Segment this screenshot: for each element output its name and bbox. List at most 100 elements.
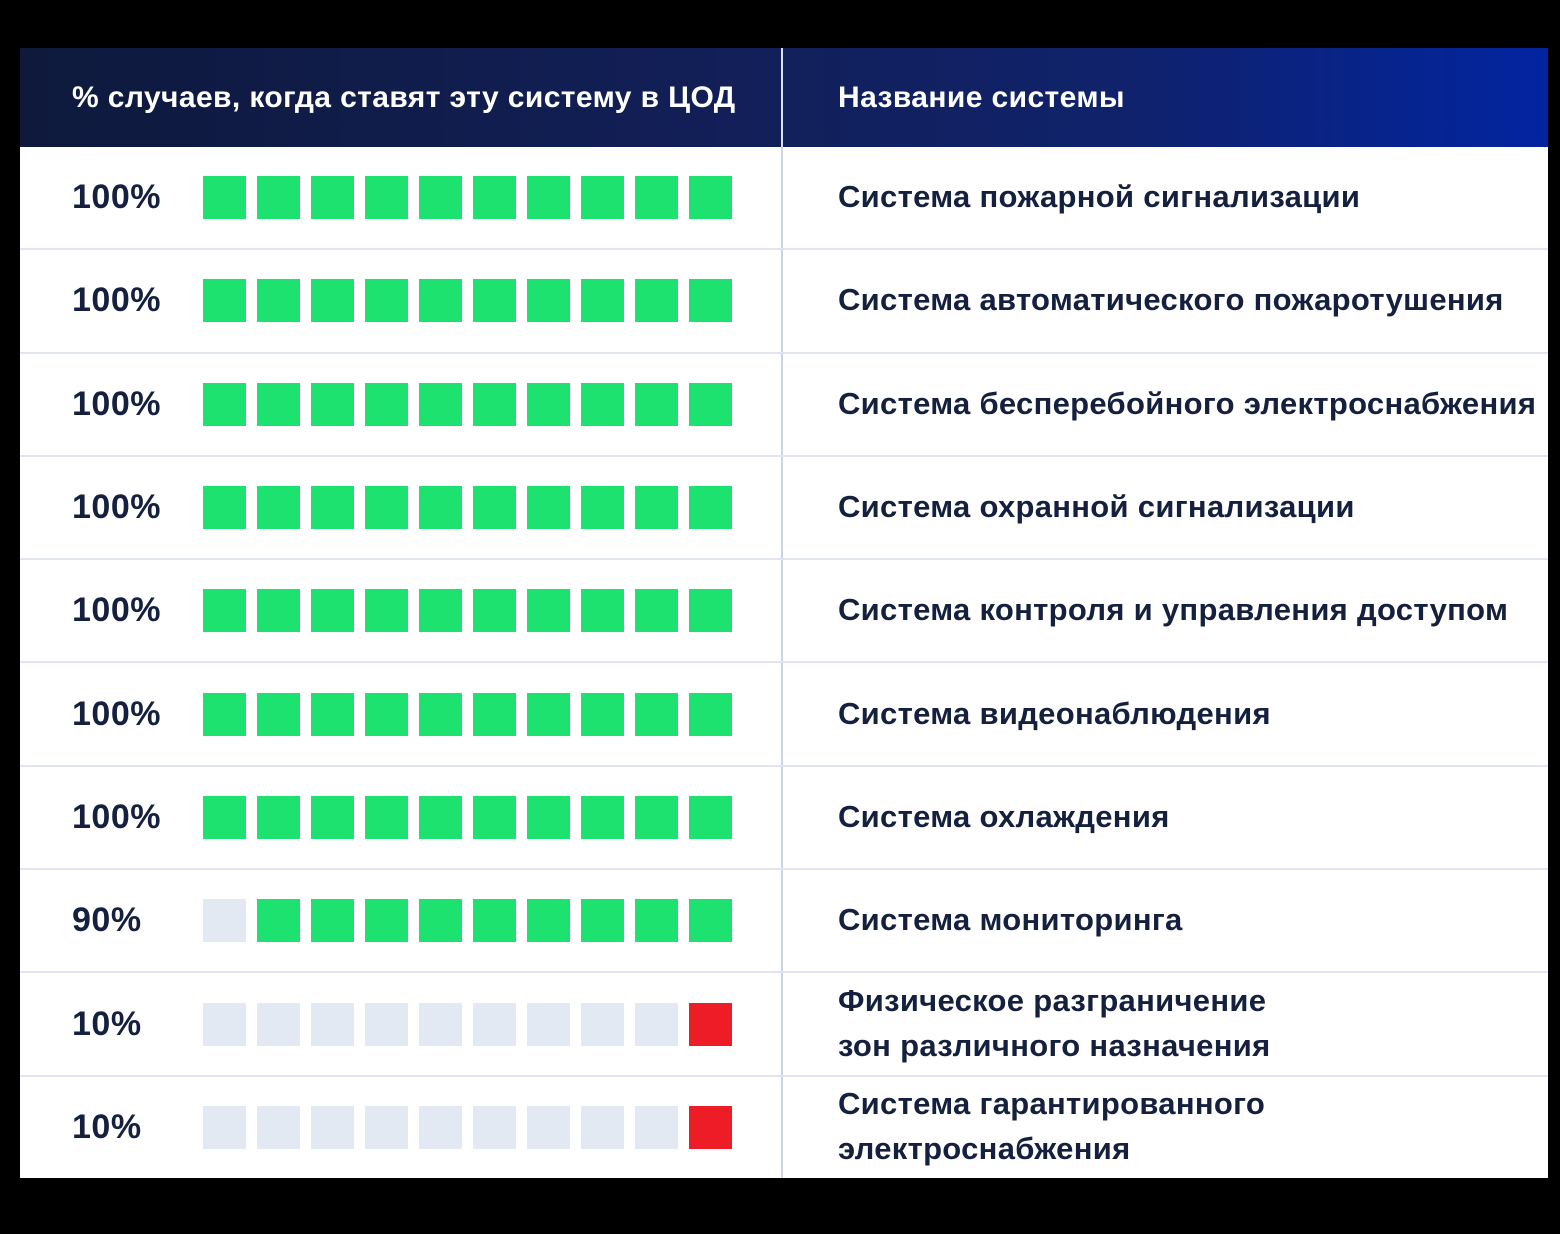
waffle-square bbox=[419, 692, 462, 736]
waffle-square bbox=[203, 1002, 246, 1046]
waffle-square bbox=[419, 486, 462, 530]
percent-value: 100% bbox=[72, 178, 161, 217]
percent-value: 100% bbox=[72, 488, 161, 527]
system-name-label: Система пожарной сигнализации bbox=[838, 179, 1361, 215]
table-row: 100% Система видеонаблюдения bbox=[20, 663, 1548, 767]
system-name-label: Система бесперебойного электроснабжения bbox=[838, 385, 1537, 421]
system-name-label: Система гарантированного электроснабжени… bbox=[838, 1086, 1266, 1167]
waffle-square bbox=[581, 279, 624, 323]
percent-value: 100% bbox=[72, 281, 161, 320]
percent-value: 100% bbox=[72, 797, 161, 836]
waffle-square bbox=[473, 486, 516, 530]
waffle-square bbox=[365, 1002, 408, 1046]
header-system-name-label: Название системы bbox=[838, 80, 1125, 114]
header-cell-percent: % случаев, когда ставят эту систему в ЦО… bbox=[20, 48, 783, 147]
waffle-square bbox=[257, 486, 300, 530]
system-name-cell: Физическое разграничение зон различного … bbox=[783, 973, 1548, 1074]
waffle-square bbox=[635, 176, 678, 220]
system-name-cell: Система охлаждения bbox=[783, 767, 1548, 868]
waffle-square bbox=[635, 589, 678, 633]
percent-value: 100% bbox=[72, 384, 161, 423]
percent-value: 100% bbox=[72, 591, 161, 630]
waffle-square bbox=[581, 692, 624, 736]
waffle-square bbox=[473, 279, 516, 323]
waffle-squares bbox=[203, 1105, 732, 1149]
percent-cell: 100% bbox=[20, 353, 783, 455]
waffle-square bbox=[581, 176, 624, 220]
waffle-square bbox=[365, 899, 408, 943]
waffle-squares bbox=[203, 382, 732, 426]
waffle-square bbox=[581, 795, 624, 839]
waffle-square bbox=[311, 176, 354, 220]
waffle-square bbox=[689, 176, 732, 220]
waffle-square bbox=[581, 899, 624, 943]
header-cell-system-name: Название системы bbox=[783, 48, 1548, 147]
waffle-square bbox=[581, 486, 624, 530]
waffle-square bbox=[203, 589, 246, 633]
waffle-square bbox=[473, 382, 516, 426]
waffle-square bbox=[257, 589, 300, 633]
waffle-squares bbox=[203, 1002, 732, 1046]
waffle-square bbox=[203, 899, 246, 943]
waffle-square bbox=[365, 382, 408, 426]
waffle-square bbox=[635, 899, 678, 943]
waffle-square bbox=[419, 279, 462, 323]
waffle-square bbox=[311, 1002, 354, 1046]
waffle-square bbox=[419, 382, 462, 426]
waffle-squares bbox=[203, 899, 732, 943]
percent-value: 100% bbox=[72, 694, 161, 733]
waffle-square bbox=[473, 795, 516, 839]
waffle-squares bbox=[203, 589, 732, 633]
waffle-square bbox=[257, 279, 300, 323]
waffle-square bbox=[689, 795, 732, 839]
table-header: % случаев, когда ставят эту систему в ЦО… bbox=[20, 48, 1548, 147]
waffle-square bbox=[257, 795, 300, 839]
waffle-square bbox=[311, 1105, 354, 1149]
system-name-cell: Система видеонаблюдения bbox=[783, 663, 1548, 764]
waffle-square bbox=[203, 692, 246, 736]
waffle-square bbox=[635, 1105, 678, 1149]
system-name-cell: Система охранной сигнализации bbox=[783, 457, 1548, 558]
system-name-cell: Система гарантированного электроснабжени… bbox=[783, 1077, 1548, 1178]
waffle-square bbox=[365, 279, 408, 323]
waffle-square bbox=[311, 486, 354, 530]
table-row: 10% Система гарантированного электроснаб… bbox=[20, 1076, 1548, 1178]
percent-cell: 100% bbox=[20, 456, 783, 559]
system-name-label: Система автоматического пожаротушения bbox=[838, 282, 1504, 318]
waffle-square bbox=[473, 176, 516, 220]
waffle-square bbox=[527, 899, 570, 943]
waffle-square bbox=[689, 279, 732, 323]
waffle-square bbox=[257, 1002, 300, 1046]
waffle-squares bbox=[203, 486, 732, 530]
waffle-square bbox=[689, 382, 732, 426]
waffle-square bbox=[527, 589, 570, 633]
waffle-square bbox=[203, 486, 246, 530]
system-name-cell: Система бесперебойного электроснабжения bbox=[783, 354, 1548, 455]
waffle-square bbox=[365, 486, 408, 530]
waffle-square bbox=[527, 176, 570, 220]
table-row: 100% Система автоматического пожаротушен… bbox=[20, 250, 1548, 354]
table-row: 90% Система мониторинга bbox=[20, 870, 1548, 974]
waffle-square bbox=[311, 382, 354, 426]
waffle-square bbox=[527, 486, 570, 530]
system-name-label: Система охлаждения bbox=[838, 798, 1170, 834]
waffle-square bbox=[257, 176, 300, 220]
percent-value: 10% bbox=[72, 1004, 142, 1043]
percent-cell: 100% bbox=[20, 766, 783, 869]
waffle-square bbox=[635, 382, 678, 426]
waffle-square bbox=[581, 589, 624, 633]
system-name-cell: Система автоматического пожаротушения bbox=[783, 250, 1548, 351]
waffle-square bbox=[203, 279, 246, 323]
waffle-square bbox=[689, 692, 732, 736]
waffle-square bbox=[257, 692, 300, 736]
percent-cell: 10% bbox=[20, 1076, 783, 1178]
waffle-square bbox=[581, 382, 624, 426]
waffle-square bbox=[311, 589, 354, 633]
waffle-square bbox=[527, 1002, 570, 1046]
percent-cell: 100% bbox=[20, 663, 783, 765]
waffle-square bbox=[689, 899, 732, 943]
waffle-square bbox=[689, 589, 732, 633]
table-row: 100% Система охлаждения bbox=[20, 766, 1548, 871]
system-name-label: Система мониторинга bbox=[838, 902, 1183, 938]
